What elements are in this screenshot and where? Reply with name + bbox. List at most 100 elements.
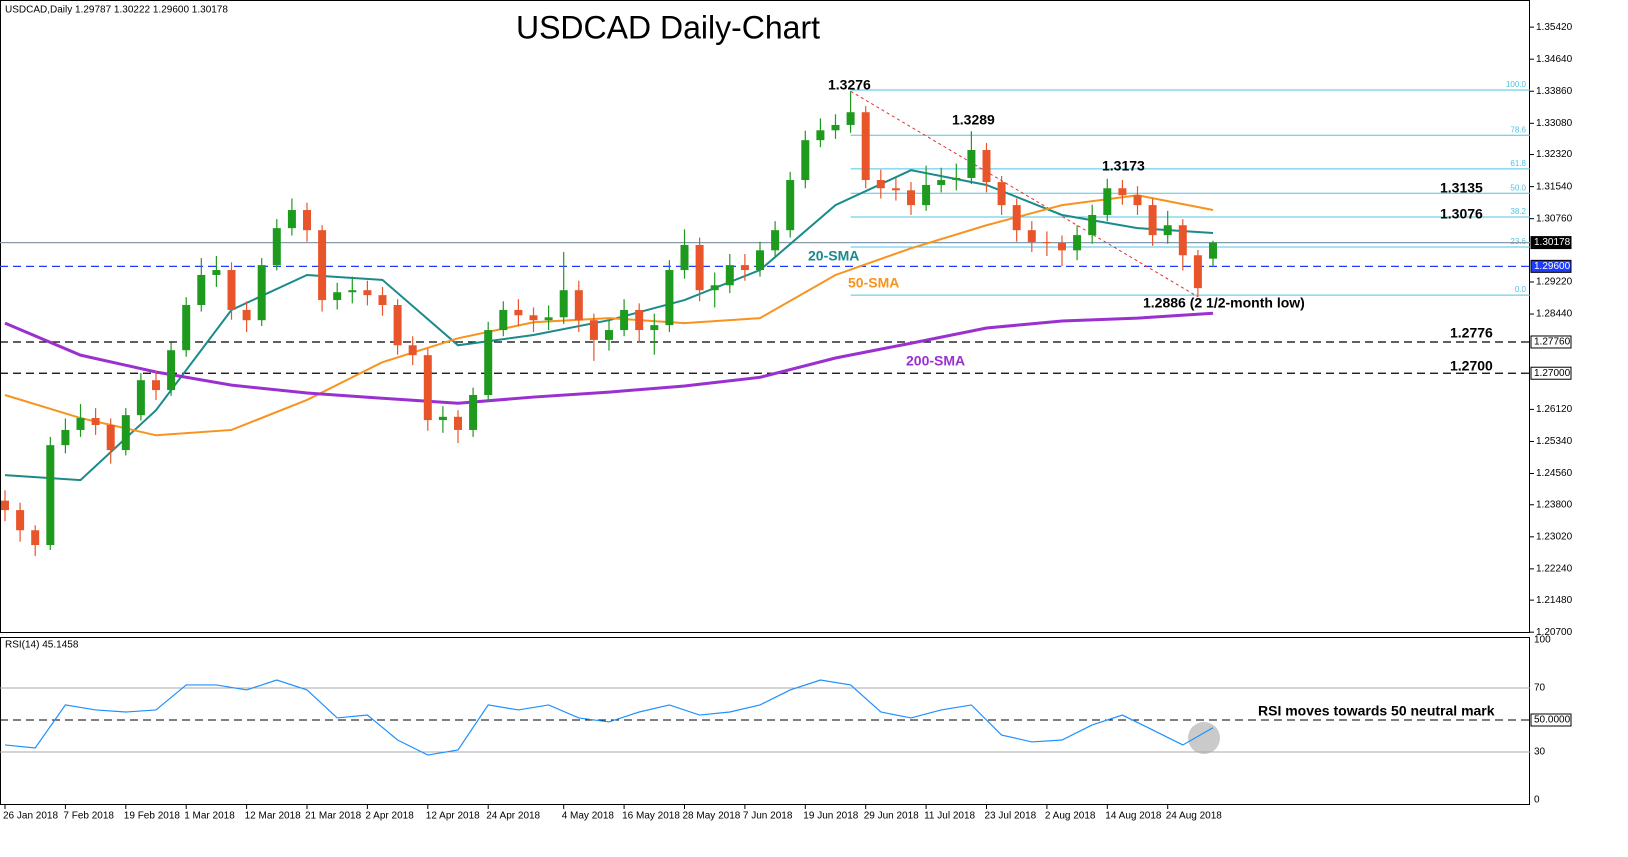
- rsi-tick-label: 100: [1534, 635, 1551, 646]
- fib-label: 100.0: [1506, 80, 1527, 89]
- x-tick-label: 24 Aug 2018: [1166, 811, 1223, 822]
- candle-body: [786, 180, 795, 231]
- candle-body: [891, 188, 900, 191]
- candle-body: [136, 380, 145, 416]
- candle-body: [1012, 205, 1021, 231]
- x-tick-label: 28 May 2018: [683, 811, 741, 822]
- candle-body: [1209, 242, 1217, 259]
- y-tick-label: 1.23800: [1536, 499, 1573, 510]
- rsi-line: [4, 679, 1214, 756]
- rsi-tick-label: 0: [1534, 795, 1540, 806]
- level-label: 1.27760: [1534, 337, 1571, 348]
- candle-body: [1042, 242, 1051, 244]
- y-tick-label: 1.25340: [1536, 436, 1573, 447]
- candle-body: [454, 416, 462, 430]
- candle-body: [846, 112, 855, 125]
- candle-body: [91, 418, 100, 426]
- candle-body: [771, 230, 780, 251]
- candle-body: [967, 150, 976, 178]
- candle-body: [589, 320, 598, 340]
- candle-body: [922, 184, 931, 206]
- y-tick-label: 1.28440: [1536, 309, 1573, 320]
- rsi-box: [1530, 713, 1572, 727]
- fib-label: 23.6: [1510, 237, 1526, 246]
- chart-title: USDCAD Daily-Chart: [516, 9, 820, 45]
- y-tick-label: 1.34640: [1536, 54, 1573, 65]
- candle-body: [287, 210, 296, 229]
- rsi-tick-label: 50.0000: [1534, 715, 1571, 726]
- sma-line: [4, 194, 1214, 437]
- candle-body: [212, 270, 221, 275]
- rsi-tick-label: 70: [1534, 683, 1546, 694]
- candle-body: [997, 182, 1006, 206]
- fib-label: 50.0: [1510, 183, 1526, 192]
- candle-body: [982, 150, 991, 183]
- candle-body: [1163, 225, 1172, 236]
- candle-body: [1133, 195, 1142, 206]
- candle-body: [635, 309, 644, 331]
- candle-body: [378, 295, 387, 305]
- annotation: 1.3276: [828, 77, 871, 93]
- candle-body: [423, 355, 432, 421]
- candle-body: [257, 265, 266, 321]
- x-tick-label: 14 Aug 2018: [1105, 811, 1162, 822]
- y-tick-label: 1.22240: [1536, 564, 1573, 575]
- candle-body: [182, 304, 191, 351]
- fib-label: 78.6: [1510, 125, 1526, 134]
- candle-body: [408, 345, 417, 356]
- rsi-panel: [0, 637, 1530, 805]
- candle-body: [605, 330, 613, 340]
- candle-body: [544, 317, 553, 321]
- candle-body: [227, 270, 236, 310]
- candle-body: [318, 230, 327, 301]
- y-tick-label: 1.32320: [1536, 149, 1573, 160]
- level-box: [1530, 366, 1572, 380]
- level-label: 1.27000: [1534, 368, 1571, 379]
- candle-body: [650, 325, 659, 331]
- y-tick-label: 1.20700: [1536, 627, 1573, 638]
- annotation: 1.3289: [952, 112, 995, 128]
- annotation: 1.2886 (2 1/2-month low): [1143, 295, 1305, 311]
- candle-body: [348, 290, 357, 293]
- candle-body: [167, 350, 176, 391]
- y-tick-label: 1.29220: [1536, 277, 1573, 288]
- y-tick-label: 1.30760: [1536, 213, 1573, 224]
- info-label: USDCAD,Daily 1.29787 1.30222 1.29600 1.3…: [5, 5, 228, 16]
- candle-body: [46, 445, 55, 546]
- y-tick-label: 1.26120: [1536, 404, 1573, 415]
- candle-body: [665, 270, 674, 326]
- x-tick-label: 21 Mar 2018: [305, 811, 362, 822]
- candle-body: [620, 309, 629, 331]
- sma-label: 20-SMA: [808, 248, 859, 264]
- fib-label: 38.2: [1510, 207, 1526, 216]
- x-tick-label: 4 May 2018: [562, 811, 615, 822]
- candle-body: [363, 290, 372, 296]
- candle-body: [484, 330, 493, 396]
- candle-body: [680, 244, 689, 271]
- candle-body: [1058, 242, 1066, 251]
- candle-body: [76, 418, 85, 430]
- candle-body: [1103, 188, 1112, 215]
- candle-body: [559, 290, 568, 318]
- candle-body: [1178, 225, 1187, 256]
- candle-body: [303, 210, 311, 231]
- candle-body: [831, 124, 840, 131]
- candle-body: [861, 112, 870, 181]
- candle-body: [1027, 230, 1036, 243]
- candle-body: [710, 285, 719, 291]
- trend-line: [850, 90, 1199, 298]
- candle-body: [61, 429, 70, 446]
- x-tick-label: 7 Jun 2018: [743, 811, 793, 822]
- candle-body: [1, 500, 9, 511]
- y-tick-label: 1.33860: [1536, 86, 1573, 97]
- y-tick-label: 1.24560: [1536, 468, 1573, 479]
- level-label: 1.30178: [1534, 237, 1571, 248]
- annotation: RSI moves towards 50 neutral mark: [1258, 703, 1495, 719]
- candle-body: [438, 416, 447, 421]
- candle-body: [937, 180, 946, 185]
- x-tick-label: 19 Jun 2018: [803, 811, 858, 822]
- sma-line: [4, 311, 1214, 405]
- annotation: 1.2700: [1450, 358, 1493, 374]
